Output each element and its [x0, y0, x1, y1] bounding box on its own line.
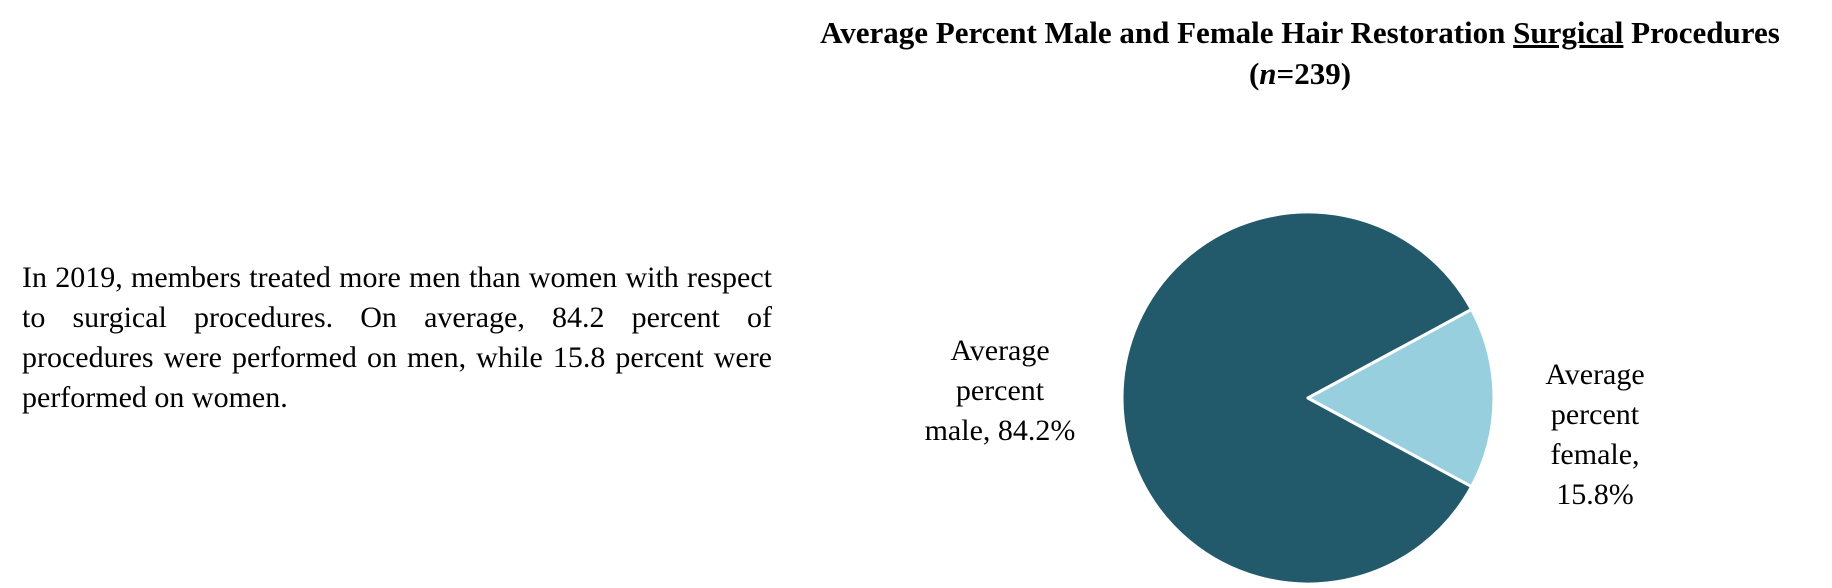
chart-title-part2: Procedures ( [1248, 15, 1780, 91]
slice-label-female-line: percent [1550, 398, 1640, 431]
slice-label-female-line: Average [1545, 358, 1645, 391]
slice-label-male-line: male, 84.2% [924, 414, 1076, 447]
chart-title-part3: =239) [1276, 56, 1352, 91]
slice-label-male-line: Average [950, 334, 1050, 367]
slice-label-male: Average percent male, 84.2% [880, 331, 1120, 451]
chart-title-n: n [1259, 56, 1277, 91]
pie-slice-male [1120, 210, 1474, 586]
chart-title-part1: Average Percent Male and Female Hair Res… [820, 15, 1514, 50]
slice-label-female-line: 15.8% [1556, 478, 1634, 511]
pie-slice-female [1306, 307, 1496, 489]
slice-label-female: Average percent female, 15.8% [1485, 355, 1705, 515]
chart-title-underlined: Surgical [1513, 15, 1624, 50]
description-paragraph: In 2019, members treated more men than w… [22, 261, 772, 414]
chart-title: Average Percent Male and Female Hair Res… [780, 12, 1820, 94]
slice-label-female-line: female, [1550, 438, 1640, 471]
slice-label-male-line: percent [955, 374, 1045, 407]
